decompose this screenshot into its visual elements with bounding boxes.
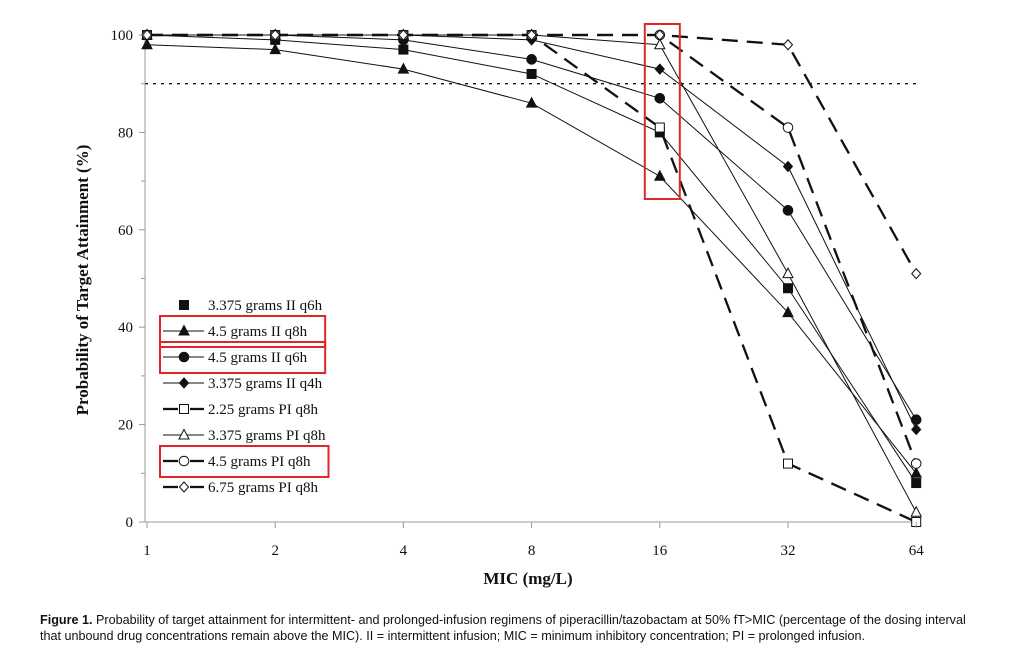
x-tick-label: 32	[781, 543, 796, 559]
y-tick-label: 40	[118, 320, 133, 336]
legend-entry-1: 3.375 grams II q6h	[179, 298, 323, 314]
figure-caption: Figure 1. Probability of target attainme…	[40, 612, 990, 644]
data-point	[653, 38, 666, 50]
y-tick-label: 20	[118, 418, 133, 434]
legend-label: 6.75 grams PI q8h	[208, 480, 318, 496]
data-point	[398, 29, 409, 41]
data-point	[654, 93, 666, 104]
legend-highlight-box	[159, 445, 330, 478]
legend-entry-4: 3.375 grams II q4h	[163, 376, 323, 392]
legend-marker	[178, 428, 190, 440]
legend-marker	[179, 404, 189, 414]
legend-label: 3.375 grams II q4h	[208, 376, 323, 392]
series-2	[141, 38, 923, 478]
data-point	[141, 38, 153, 50]
legend-marker	[178, 455, 190, 467]
series-lines	[141, 28, 923, 527]
series-line	[147, 33, 917, 524]
legend-marker	[179, 300, 189, 310]
legend-label: 2.25 grams PI q8h	[208, 402, 318, 418]
legend-label: 3.375 grams PI q8h	[208, 428, 326, 444]
legend-highlight-box	[159, 341, 327, 374]
legend-entry-2: 4.5 grams II q8h	[159, 315, 327, 348]
legend-entry-3: 4.5 grams II q6h	[159, 341, 327, 374]
legend-marker	[178, 377, 190, 389]
legend-entry-8: 6.75 grams PI q8h	[163, 480, 318, 496]
data-point	[398, 44, 409, 55]
y-tick-label: 100	[111, 28, 134, 44]
data-point	[911, 423, 922, 436]
axes	[144, 35, 916, 523]
legend-label: 4.5 grams PI q8h	[208, 454, 311, 470]
legend-highlight-box	[159, 315, 327, 348]
data-point	[526, 54, 537, 65]
pta-line-chart: 0 20 40 60 80 100 1 2 4 8 16 32 64 3.375 grams II q6…	[73, 23, 925, 588]
legend-marker	[178, 481, 190, 493]
y-axis-label: Probability of Target Attainment (%)	[73, 145, 92, 416]
highlight-boxes	[643, 23, 681, 200]
legend-marker	[178, 324, 190, 336]
data-point	[397, 62, 410, 74]
series-line	[147, 34, 917, 430]
legend-entry-5: 2.25 grams PI q8h	[163, 402, 318, 418]
legend-entry-7: 4.5 grams PI q8h	[159, 445, 330, 478]
legend-marker	[178, 351, 190, 363]
data-point	[910, 458, 922, 469]
series-8	[141, 29, 922, 280]
data-point	[782, 306, 794, 318]
data-point	[526, 68, 537, 79]
data-point	[141, 29, 153, 41]
data-point	[782, 160, 794, 173]
data-point	[654, 122, 665, 133]
x-tick-label: 4	[400, 543, 408, 559]
y-tick-label: 60	[118, 223, 133, 239]
data-point	[910, 505, 923, 517]
data-point	[654, 29, 665, 41]
mic-16-highlight-box	[643, 23, 681, 200]
figure-caption-text: Probability of target attainment for int…	[40, 613, 966, 643]
data-point	[911, 267, 922, 280]
data-point	[782, 122, 794, 133]
data-point	[525, 96, 538, 108]
x-tick-label: 16	[652, 543, 668, 559]
data-point	[269, 43, 282, 55]
data-point	[911, 478, 922, 489]
data-point	[654, 63, 665, 75]
legend-entry-6: 3.375 grams PI q8h	[163, 428, 326, 444]
y-tick-label: 0	[126, 515, 134, 531]
figure-caption-label: Figure 1.	[40, 613, 93, 627]
x-tick-label: 64	[909, 543, 925, 559]
x-tick-label: 8	[528, 543, 536, 559]
x-tick-label: 1	[143, 543, 151, 559]
x-axis-label: MIC (mg/L)	[483, 569, 572, 588]
data-point	[782, 205, 794, 216]
x-tick-label: 2	[271, 543, 279, 559]
data-point	[653, 169, 666, 181]
data-point	[783, 283, 793, 294]
legend-label: 3.375 grams II q6h	[208, 298, 323, 314]
legend: 3.375 grams II q6h 4.5 grams II q8h 4.5 gr…	[159, 298, 330, 496]
data-point	[782, 38, 794, 51]
tick-labels: 0 20 40 60 80 100 1 2 4 8 16 32 64	[111, 28, 925, 559]
data-point	[782, 267, 794, 279]
legend-label: 4.5 grams II q8h	[208, 324, 308, 340]
data-point	[526, 29, 537, 41]
data-point	[783, 458, 793, 469]
y-tick-label: 80	[118, 125, 133, 141]
data-point	[910, 466, 923, 478]
legend-label: 4.5 grams II q6h	[208, 350, 308, 366]
data-point	[270, 29, 281, 41]
